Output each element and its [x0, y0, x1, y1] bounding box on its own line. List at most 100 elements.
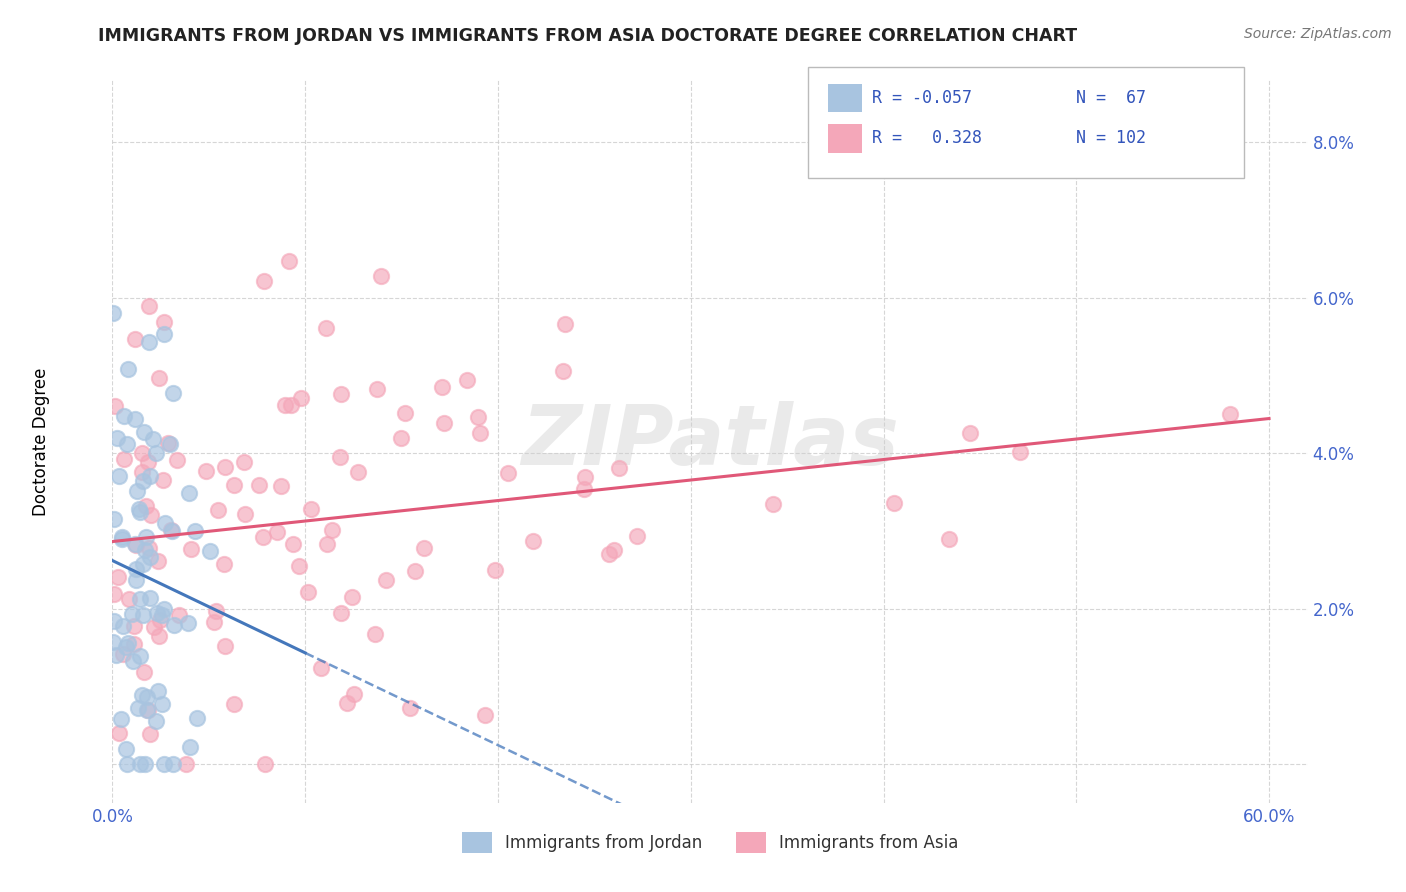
- Point: [342, 590, 364, 604]
- Text: N =  67: N = 67: [1076, 89, 1146, 107]
- Text: R = -0.057: R = -0.057: [872, 89, 972, 107]
- Point: [363, 626, 385, 640]
- Point: [111, 647, 134, 661]
- Point: [117, 591, 139, 606]
- Point: [153, 315, 176, 329]
- Point: [146, 606, 169, 620]
- Point: [572, 482, 595, 496]
- Point: [389, 432, 412, 446]
- Point: [329, 606, 352, 620]
- Point: [159, 523, 181, 537]
- Point: [598, 547, 620, 561]
- Point: [136, 703, 159, 717]
- Point: [163, 618, 186, 632]
- Point: [159, 436, 181, 450]
- Point: [112, 451, 135, 466]
- Point: [212, 557, 235, 571]
- Point: [551, 364, 574, 378]
- Point: [148, 629, 170, 643]
- Point: [254, 756, 277, 771]
- Point: [142, 432, 165, 446]
- Point: [107, 468, 129, 483]
- Point: [134, 543, 156, 558]
- Point: [607, 460, 630, 475]
- Point: [247, 477, 270, 491]
- Point: [214, 459, 236, 474]
- Point: [374, 573, 396, 587]
- Point: [329, 450, 352, 465]
- Point: [404, 564, 426, 578]
- Point: [430, 380, 453, 394]
- Point: [145, 445, 167, 459]
- Point: [139, 508, 162, 522]
- Point: [574, 470, 596, 484]
- Point: [370, 268, 392, 283]
- Point: [177, 616, 200, 631]
- Point: [288, 558, 311, 573]
- Point: [184, 524, 207, 538]
- Point: [329, 387, 352, 401]
- Point: [136, 690, 159, 704]
- Point: [207, 503, 229, 517]
- Point: [883, 496, 905, 510]
- Point: [157, 436, 180, 450]
- Point: [224, 478, 246, 492]
- Point: [125, 538, 148, 552]
- Point: [167, 607, 190, 622]
- Point: [121, 607, 143, 621]
- Point: [111, 530, 134, 544]
- Point: [162, 386, 184, 401]
- Point: [129, 648, 152, 663]
- Point: [1219, 407, 1241, 421]
- Point: [433, 416, 456, 430]
- Point: [297, 585, 319, 599]
- Point: [343, 688, 366, 702]
- Point: [136, 455, 159, 469]
- Point: [149, 614, 172, 628]
- Point: [162, 756, 184, 771]
- Point: [278, 253, 301, 268]
- Point: [129, 505, 152, 519]
- Point: [125, 561, 148, 575]
- Text: R =   0.328: R = 0.328: [872, 129, 981, 147]
- Point: [484, 563, 506, 577]
- Point: [104, 648, 127, 662]
- Point: [398, 701, 420, 715]
- Point: [283, 537, 305, 551]
- Point: [125, 574, 148, 588]
- Point: [153, 601, 176, 615]
- Point: [233, 507, 256, 521]
- Point: [136, 703, 159, 717]
- Point: [346, 465, 368, 479]
- Text: ZIPatlas: ZIPatlas: [522, 401, 898, 482]
- Point: [309, 661, 332, 675]
- Point: [138, 335, 160, 350]
- Point: [266, 525, 288, 540]
- Point: [111, 532, 134, 546]
- Point: [174, 756, 197, 771]
- Point: [198, 544, 221, 558]
- Point: [162, 524, 184, 538]
- Point: [153, 756, 176, 771]
- Point: [150, 608, 173, 623]
- Point: [108, 726, 131, 740]
- Point: [103, 587, 125, 601]
- Point: [522, 534, 544, 549]
- Point: [299, 501, 322, 516]
- Point: [103, 512, 125, 526]
- Point: [122, 637, 145, 651]
- Point: [394, 406, 416, 420]
- Point: [124, 332, 146, 346]
- Point: [105, 431, 128, 445]
- Text: Source: ZipAtlas.com: Source: ZipAtlas.com: [1244, 27, 1392, 41]
- Point: [186, 711, 208, 725]
- Point: [413, 541, 436, 555]
- Point: [166, 452, 188, 467]
- Point: [959, 425, 981, 440]
- Point: [124, 411, 146, 425]
- Point: [101, 635, 124, 649]
- Point: [456, 373, 478, 387]
- Point: [121, 654, 143, 668]
- Point: [214, 639, 236, 653]
- Point: [180, 541, 202, 556]
